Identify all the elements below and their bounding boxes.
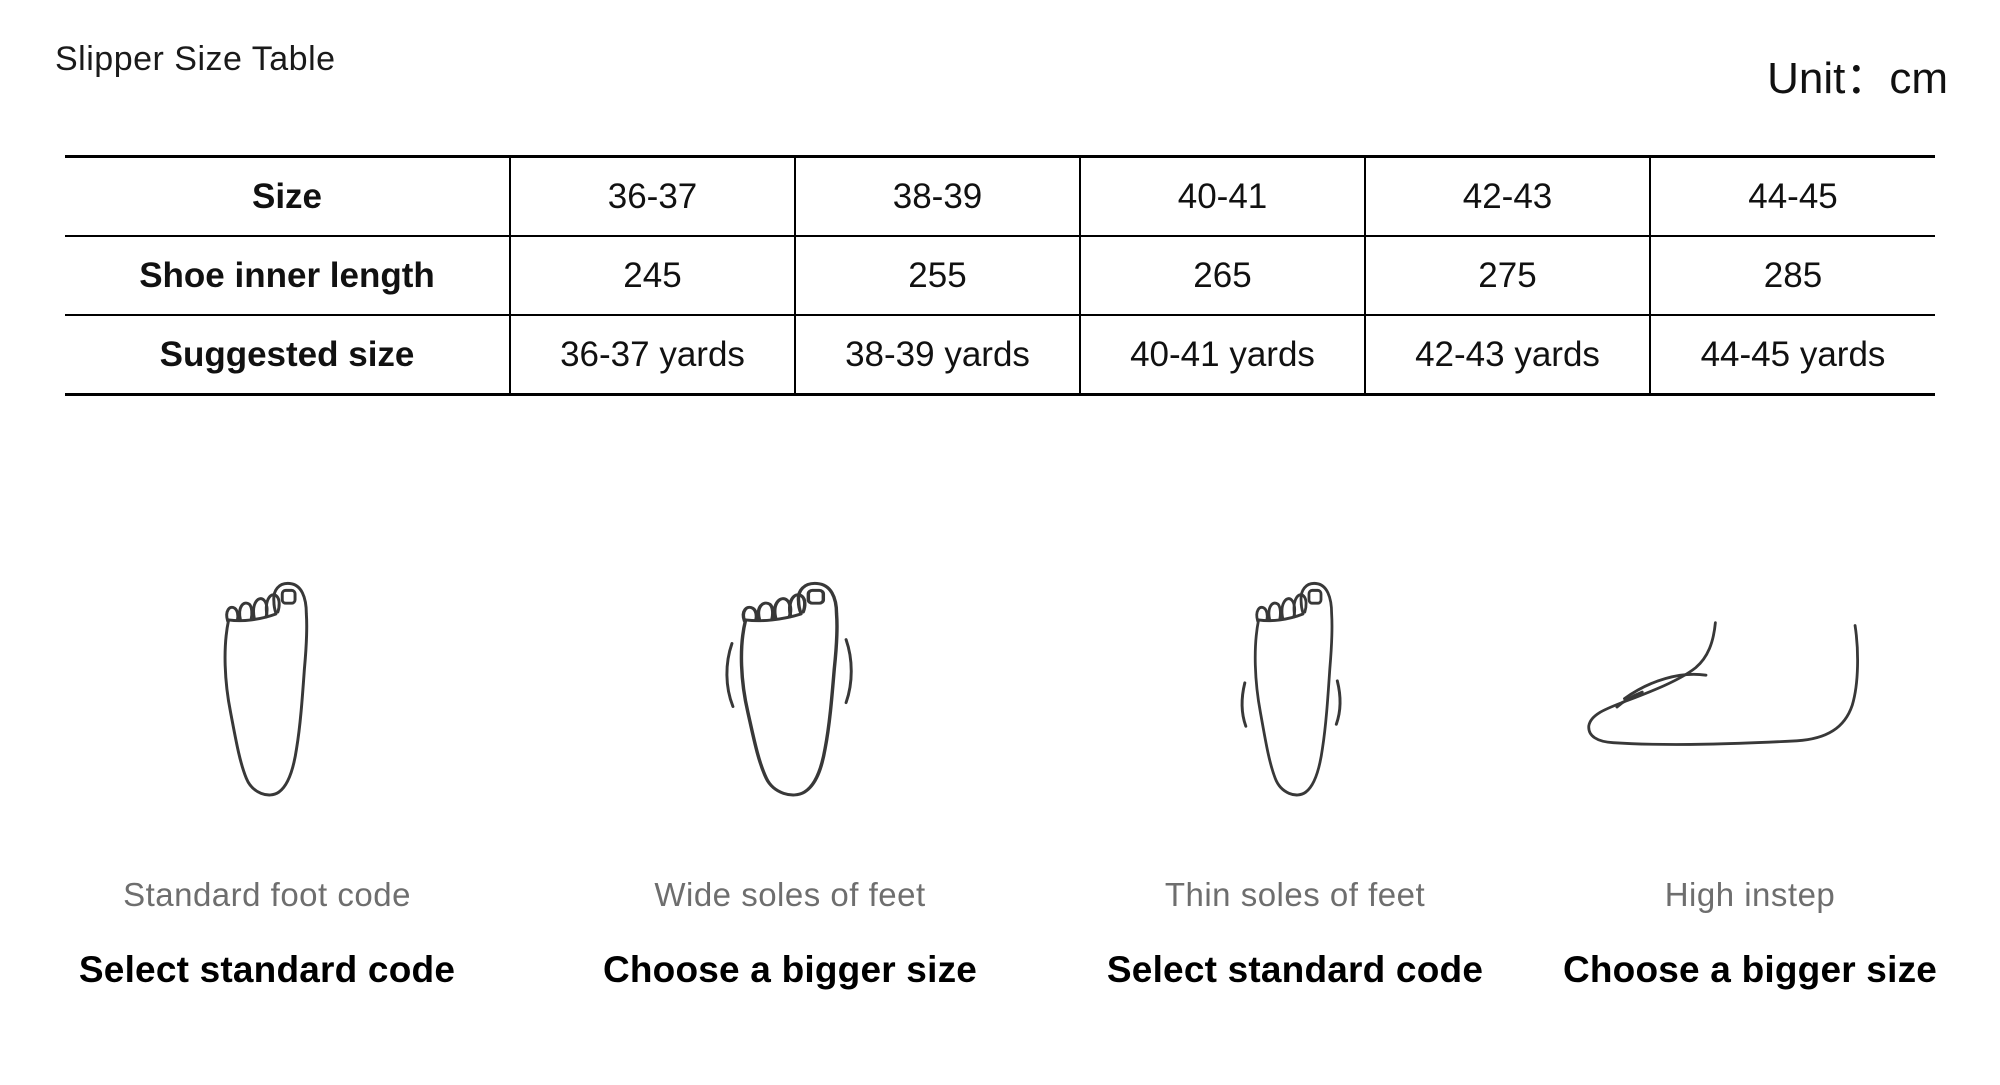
standard-footprint-icon: [223, 582, 309, 797]
foot-type-caption: Wide soles of feet: [654, 876, 926, 913]
size-recommendation: Choose a bigger size: [1562, 949, 1938, 990]
row-header-suggested-size: Suggested size: [65, 314, 510, 395]
foot-type-caption: Standard foot code: [123, 876, 411, 913]
foot-type-high-instep: High instep Choose a bigger size: [1510, 545, 1990, 1045]
table-row-inner-length: Shoe inner length 245 255 265 275 285: [65, 235, 1935, 315]
unit-label: Unit：cm: [1767, 54, 1948, 103]
size-recommendation: Select standard code: [1106, 949, 1484, 990]
foot-type-thin: Thin soles of feet Select standard code: [1055, 545, 1535, 1045]
thin-footprint-icon: [1240, 582, 1342, 797]
table-cell: 36-37 yards: [509, 314, 795, 395]
size-recommendation: Choose a bigger size: [602, 949, 978, 990]
high-instep-foot-icon: [1587, 621, 1859, 746]
row-header-inner-length: Shoe inner length: [65, 235, 510, 315]
table-cell: 44-45 yards: [1649, 314, 1935, 395]
table-row-suggested-size: Suggested size 36-37 yards 38-39 yards 4…: [65, 314, 1935, 395]
table-cell: 255: [794, 235, 1080, 315]
table-cell: 275: [1364, 235, 1650, 315]
table-cell: 245: [509, 235, 795, 315]
foot-type-caption: High instep: [1664, 876, 1836, 913]
table-row-size: Size 36-37 38-39 40-41 42-43 44-45: [65, 156, 1935, 236]
page-title: Slipper Size Table: [55, 40, 336, 78]
table-cell: 38-39 yards: [794, 314, 1080, 395]
table-cell: 42-43 yards: [1364, 314, 1650, 395]
size-recommendation: Select standard code: [78, 949, 456, 990]
foot-type-caption: Thin soles of feet: [1164, 876, 1426, 913]
wide-footprint-icon: [725, 582, 853, 797]
size-table: Size 36-37 38-39 40-41 42-43 44-45 Shoe …: [65, 155, 1935, 396]
table-cell: 265: [1079, 235, 1365, 315]
table-cell: 36-37: [509, 156, 795, 236]
table-cell: 44-45: [1649, 156, 1935, 236]
row-header-size: Size: [251, 176, 323, 216]
foot-type-standard: Standard foot code Select standard code: [27, 545, 507, 1045]
table-cell: 285: [1649, 235, 1935, 315]
table-cell: 40-41 yards: [1079, 314, 1365, 395]
table-cell: 40-41: [1079, 156, 1365, 236]
table-cell: 38-39: [794, 156, 1080, 236]
foot-type-wide: Wide soles of feet Choose a bigger size: [550, 545, 1030, 1045]
table-cell: 42-43: [1364, 156, 1650, 236]
